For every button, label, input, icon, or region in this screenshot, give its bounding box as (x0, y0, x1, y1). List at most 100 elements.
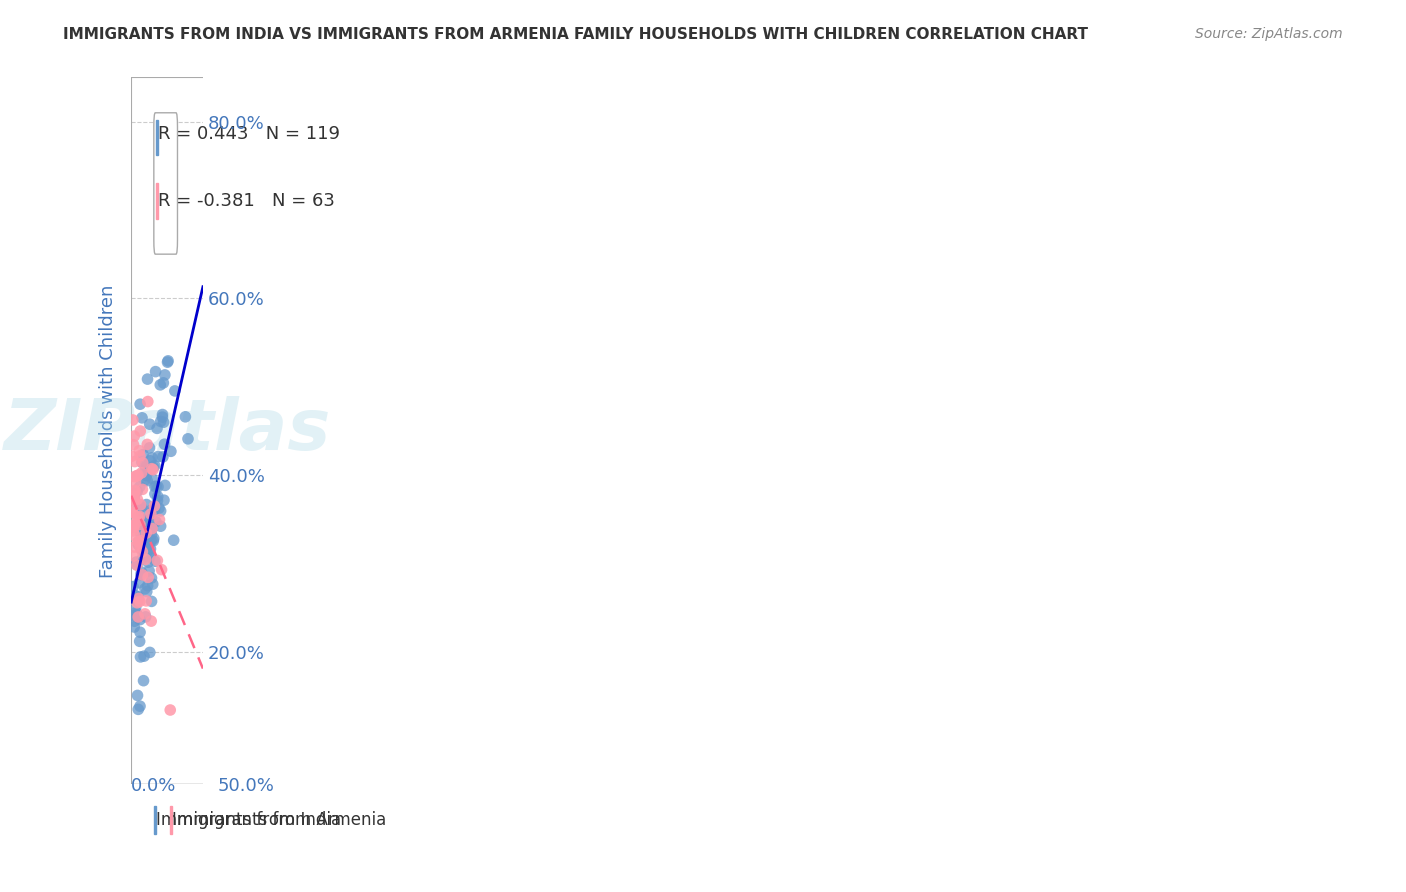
Point (127, 538, 149, 552)
Point (127, 484, 149, 499)
Point (135, 545, 157, 559)
Point (143, 487, 166, 501)
Point (143, 503, 166, 517)
Point (122, 489, 145, 503)
Point (135, 541, 157, 555)
Point (146, 493, 169, 508)
Point (132, 519, 155, 533)
Point (129, 424, 152, 438)
Point (127, 590, 149, 604)
Point (148, 501, 170, 516)
Point (136, 372, 159, 386)
Point (129, 534, 152, 549)
Point (143, 502, 166, 516)
Point (131, 410, 153, 425)
Point (159, 703, 181, 717)
Point (134, 524, 156, 538)
Point (124, 540, 146, 554)
Point (163, 533, 186, 548)
Point (131, 466, 153, 480)
Point (163, 384, 186, 398)
Point (127, 510, 149, 524)
Point (128, 634, 150, 648)
Point (139, 549, 162, 564)
Point (143, 458, 166, 473)
Point (160, 444, 183, 458)
Point (131, 545, 153, 559)
Point (139, 454, 162, 468)
Point (127, 498, 149, 512)
Point (146, 490, 169, 504)
Point (148, 513, 170, 527)
Point (122, 493, 145, 508)
Point (153, 478, 176, 492)
Point (152, 410, 174, 425)
Point (136, 394, 159, 409)
Point (122, 519, 145, 533)
Point (135, 584, 157, 599)
Point (121, 505, 143, 519)
Point (142, 532, 165, 546)
Point (174, 409, 197, 424)
Point (124, 528, 146, 542)
Point (141, 522, 163, 536)
Point (128, 594, 150, 608)
Point (127, 689, 149, 703)
Point (142, 533, 165, 548)
Point (135, 459, 157, 474)
Point (132, 532, 155, 546)
Point (131, 507, 153, 521)
Point (152, 450, 174, 464)
Point (128, 591, 150, 606)
Point (153, 437, 176, 451)
Point (149, 504, 172, 518)
Point (136, 579, 159, 593)
Point (124, 475, 146, 489)
Point (135, 468, 157, 483)
Point (143, 499, 166, 513)
Point (127, 535, 149, 549)
Point (141, 450, 163, 465)
Point (125, 515, 148, 529)
Text: IMMIGRANTS FROM INDIA VS IMMIGRANTS FROM ARMENIA FAMILY HOUSEHOLDS WITH CHILDREN: IMMIGRANTS FROM INDIA VS IMMIGRANTS FROM… (63, 27, 1088, 42)
Point (131, 565, 153, 579)
Point (128, 575, 150, 590)
Point (134, 473, 156, 487)
Point (141, 461, 163, 475)
FancyBboxPatch shape (155, 805, 156, 834)
Point (138, 548, 160, 562)
Point (124, 483, 146, 498)
Point (134, 517, 156, 532)
Point (131, 483, 153, 497)
Text: Immigrants from India: Immigrants from India (156, 811, 342, 829)
Point (129, 498, 152, 512)
Point (135, 594, 157, 608)
Point (138, 513, 160, 527)
Point (122, 580, 145, 594)
Point (122, 620, 145, 634)
Point (135, 498, 157, 512)
Point (134, 582, 156, 596)
Point (152, 376, 174, 390)
Point (143, 479, 166, 493)
Text: Immigrants from Armenia: Immigrants from Armenia (172, 811, 387, 829)
Point (127, 702, 149, 716)
Point (149, 414, 172, 428)
Point (129, 541, 152, 556)
Point (131, 551, 153, 566)
Point (129, 517, 152, 532)
Point (121, 505, 143, 519)
Point (149, 377, 172, 392)
Point (152, 415, 174, 429)
Point (141, 503, 163, 517)
Text: ZIPatlas: ZIPatlas (3, 396, 330, 466)
FancyBboxPatch shape (156, 184, 157, 219)
Point (122, 429, 145, 443)
Point (124, 484, 146, 499)
Point (177, 432, 200, 446)
Point (136, 555, 159, 569)
Point (125, 555, 148, 569)
Point (129, 526, 152, 541)
Point (136, 537, 159, 551)
Point (122, 493, 145, 508)
